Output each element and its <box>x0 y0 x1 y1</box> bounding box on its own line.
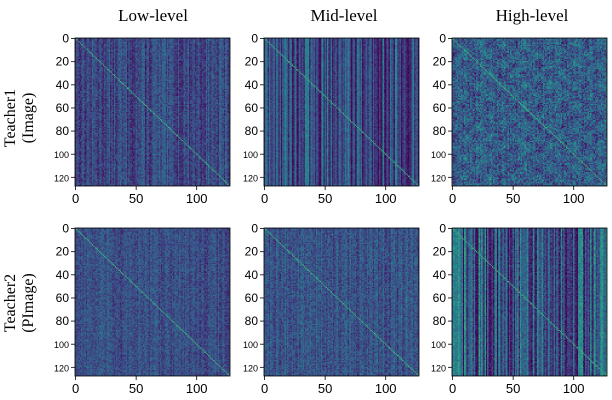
y-tick-label: 40 <box>433 78 447 92</box>
x-tick-label: 50 <box>506 381 520 396</box>
column-title-low-level: Low-level <box>118 6 188 25</box>
y-tick-label: 100 <box>431 340 446 350</box>
y-tick-label: 100 <box>431 150 446 160</box>
x-tick-label: 50 <box>506 191 520 206</box>
y-tick-label: 60 <box>56 101 70 115</box>
x-tick-label: 100 <box>186 381 208 396</box>
heatmap-cells <box>75 228 230 376</box>
y-tick-label: 40 <box>245 268 259 282</box>
y-tick-label: 120 <box>54 363 69 373</box>
row-title-teacher1-line1: Teacher1 <box>2 88 19 148</box>
column-title-high-level: High-level <box>495 6 569 25</box>
y-tick-label: 60 <box>433 291 447 305</box>
row-title-teacher2-line1: Teacher2 <box>2 273 19 333</box>
y-tick-label: 20 <box>433 245 447 259</box>
y-tick-label: 0 <box>439 222 446 236</box>
y-tick-label: 80 <box>433 314 447 328</box>
x-tick-label: 0 <box>72 381 79 396</box>
heatmap-cells <box>75 38 230 186</box>
y-tick-label: 100 <box>54 340 69 350</box>
y-tick-label: 20 <box>56 245 70 259</box>
y-tick-label: 120 <box>243 363 258 373</box>
row-title-teacher1: Teacher1 (Image) <box>2 68 42 168</box>
x-tick-label: 50 <box>318 381 332 396</box>
y-tick-label: 80 <box>433 124 447 138</box>
plot-frame <box>74 227 231 377</box>
column-title-mid-level: Mid-level <box>310 6 378 25</box>
y-tick-label: 100 <box>243 150 258 160</box>
plot-frame <box>451 227 608 377</box>
heatmap-cells <box>264 228 419 376</box>
y-tick-label: 60 <box>433 101 447 115</box>
y-tick-label: 40 <box>245 78 259 92</box>
x-tick-label: 0 <box>261 381 268 396</box>
x-tick-label: 100 <box>375 381 397 396</box>
y-tick-label: 20 <box>56 55 70 69</box>
y-tick-label: 80 <box>245 124 259 138</box>
y-tick-label: 40 <box>433 268 447 282</box>
heatmap-cells <box>452 38 607 186</box>
y-tick-label: 40 <box>56 78 70 92</box>
x-tick-label: 100 <box>186 191 208 206</box>
y-tick-label: 0 <box>62 222 69 236</box>
y-tick-label: 100 <box>243 340 258 350</box>
plot-frame <box>74 37 231 187</box>
y-tick-label: 120 <box>431 173 446 183</box>
y-tick-label: 40 <box>56 268 70 282</box>
y-tick-label: 0 <box>62 32 69 46</box>
x-tick-label: 0 <box>261 191 268 206</box>
x-tick-label: 0 <box>449 381 456 396</box>
y-tick-label: 0 <box>251 32 258 46</box>
y-tick-label: 80 <box>245 314 259 328</box>
plot-frame <box>263 227 420 377</box>
y-tick-label: 100 <box>54 150 69 160</box>
y-tick-label: 20 <box>245 245 259 259</box>
y-tick-label: 0 <box>251 222 258 236</box>
y-tick-label: 60 <box>245 291 259 305</box>
y-tick-label: 120 <box>54 173 69 183</box>
y-tick-label: 120 <box>431 363 446 373</box>
y-tick-label: 60 <box>56 291 70 305</box>
x-tick-label: 100 <box>375 191 397 206</box>
heatmap-cells <box>452 228 607 376</box>
row-title-teacher2-line2: (PImage) <box>20 273 37 333</box>
row-title-teacher2: Teacher2 (PImage) <box>2 253 42 353</box>
x-tick-label: 50 <box>318 191 332 206</box>
heatmap-cells <box>264 38 419 186</box>
y-tick-label: 80 <box>56 314 70 328</box>
x-tick-label: 0 <box>72 191 79 206</box>
plot-frame <box>263 37 420 187</box>
y-tick-label: 20 <box>433 55 447 69</box>
x-tick-label: 0 <box>449 191 456 206</box>
row-title-teacher1-line2: (Image) <box>20 92 37 144</box>
x-tick-label: 50 <box>129 381 143 396</box>
y-tick-label: 20 <box>245 55 259 69</box>
x-tick-label: 50 <box>129 191 143 206</box>
plot-frame <box>451 37 608 187</box>
x-tick-label: 100 <box>563 381 585 396</box>
x-tick-label: 100 <box>563 191 585 206</box>
y-tick-label: 80 <box>56 124 70 138</box>
y-tick-label: 120 <box>243 173 258 183</box>
y-tick-label: 60 <box>245 101 259 115</box>
y-tick-label: 0 <box>439 32 446 46</box>
